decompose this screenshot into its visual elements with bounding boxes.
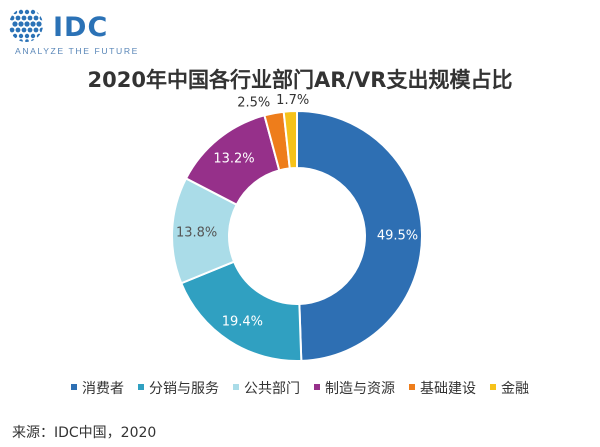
- legend-swatch: [138, 384, 144, 390]
- legend-label: 公共部门: [244, 381, 300, 397]
- legend-swatch: [314, 384, 320, 390]
- source-note: 来源：IDC中国，2020: [12, 425, 157, 441]
- data-label-1: 49.5%: [377, 228, 418, 243]
- chart-legend: 消费者 分销与服务 公共部门 制造与资源 基础建设 金融: [0, 378, 600, 398]
- data-label-3: 13.8%: [176, 225, 217, 240]
- donut-slice-6: [282, 109, 298, 170]
- legend-label: 消费者: [82, 381, 124, 397]
- data-label-5: 2.5%: [237, 95, 270, 110]
- legend-item-2: 分销与服务: [138, 378, 219, 398]
- legend-item-5: 基础建设: [409, 378, 476, 398]
- logo-tagline: ANALYZE THE FUTURE: [15, 46, 139, 56]
- legend-label: 金融: [501, 381, 529, 397]
- legend-swatch: [409, 384, 415, 390]
- logo-wordmark: IDC: [53, 12, 109, 43]
- legend-label: 基础建设: [420, 381, 476, 397]
- idc-logo: IDC ANALYZE THE FUTURE: [7, 6, 157, 56]
- legend-label: 分销与服务: [149, 381, 219, 397]
- legend-item-4: 制造与资源: [314, 378, 395, 398]
- legend-item-6: 金融: [490, 378, 529, 398]
- legend-swatch: [71, 384, 77, 390]
- data-label-6: 1.7%: [276, 93, 309, 108]
- data-label-2: 19.4%: [222, 314, 263, 329]
- legend-swatch: [233, 384, 239, 390]
- donut-slice-1: [296, 109, 423, 362]
- legend-item-3: 公共部门: [233, 378, 300, 398]
- data-label-4: 13.2%: [213, 152, 254, 167]
- legend-label: 制造与资源: [325, 381, 395, 397]
- chart-title: 2020年中国各行业部门AR/VR支出规模占比: [87, 68, 513, 92]
- globe-icon: [9, 8, 43, 42]
- legend-swatch: [490, 384, 496, 390]
- legend-item-1: 消费者: [71, 378, 124, 398]
